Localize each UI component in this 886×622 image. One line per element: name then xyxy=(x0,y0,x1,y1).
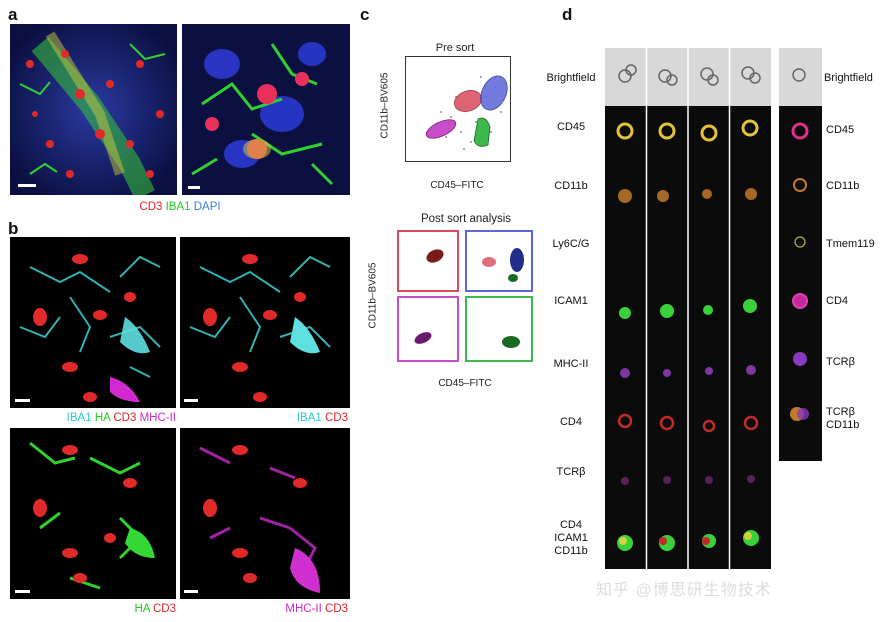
panel-b-legend-bottom-left: HA CD3 xyxy=(10,603,176,615)
pre-sort-plot xyxy=(405,56,511,162)
row-label-icam1: ICAM1 xyxy=(554,295,588,307)
row-label-ly6cg: Ly6C/G xyxy=(552,238,590,250)
panel-b-image-ha-cd3 xyxy=(10,428,176,599)
pre-sort-xlabel: CD45–FITC xyxy=(430,180,484,191)
right-row-label-tcrb: TCRβ xyxy=(826,356,855,368)
legend-iba1: IBA1 xyxy=(165,201,191,213)
legend-cd3: CD3 xyxy=(113,412,137,424)
right-row-label-tmem119: Tmem119 xyxy=(826,238,875,250)
pre-sort-title: Pre sort xyxy=(435,42,475,54)
legend-ha: HA xyxy=(94,412,111,424)
scale-bar xyxy=(184,590,198,593)
right-row-label-brightfield: Brightfield xyxy=(824,72,873,84)
right-row-label-cd4: CD4 xyxy=(826,295,849,307)
scale-bar xyxy=(188,186,200,189)
post-sort-plots xyxy=(397,230,533,362)
row-label-tcrb: TCRβ xyxy=(556,466,586,478)
panel-b-image-mhcii-cd3 xyxy=(180,428,350,599)
panel-b-image-iba1-ha-cd3-mhcii xyxy=(10,237,176,408)
legend-cd3: CD3 xyxy=(324,603,348,615)
imaging-grid-left xyxy=(605,48,771,569)
legend-mhcii: MHC-II xyxy=(139,412,176,424)
legend-dapi: DAPI xyxy=(193,201,221,213)
gate-red xyxy=(397,230,459,292)
row-label-mhcii: MHC-II xyxy=(553,358,589,370)
panel-c-letter: c xyxy=(360,5,370,24)
brightfield-strip xyxy=(779,48,822,106)
scale-bar xyxy=(15,590,30,593)
imaging-strip-right xyxy=(779,48,822,461)
gate-green xyxy=(465,296,533,362)
pre-sort-ylabel: CD11b–BV605 xyxy=(379,72,391,139)
legend-ha: HA xyxy=(134,603,150,615)
gate-magenta xyxy=(397,296,459,362)
right-row-label-cd45: CD45 xyxy=(826,124,855,136)
right-row-label-cd11b: CD11b xyxy=(826,180,860,192)
legend-iba1: IBA1 xyxy=(66,412,92,424)
panel-b-letter: b xyxy=(8,219,19,238)
legend-mhcii: MHC-II xyxy=(285,603,322,615)
gate-blue xyxy=(465,230,533,292)
panel-a-image-overview xyxy=(10,24,177,195)
panel-a-letter: a xyxy=(8,5,18,24)
panel-b-legend-top-left: IBA1 HA CD3 MHC-II xyxy=(10,412,176,424)
panel-d-letter: d xyxy=(562,5,573,24)
scale-bar xyxy=(184,399,198,402)
legend-cd3: CD3 xyxy=(324,412,348,424)
post-sort-xlabel: CD45–FITC xyxy=(438,378,492,389)
panel-a-legend: CD3 IBA1 DAPI xyxy=(0,201,360,213)
post-sort-ylabel: CD11b–BV605 xyxy=(367,262,379,329)
panel-b-image-iba1-cd3 xyxy=(180,237,350,408)
watermark: 知乎 @博思研生物技术 xyxy=(596,582,772,599)
legend-cd3: CD3 xyxy=(139,201,163,213)
panel-b-legend-top-right: IBA1 CD3 xyxy=(180,412,348,424)
row-label-brightfield: Brightfield xyxy=(546,72,596,84)
scale-bar xyxy=(18,184,36,187)
legend-cd3: CD3 xyxy=(152,603,176,615)
row-label-cd4: CD4 xyxy=(559,416,582,428)
row-label-cd4-icam1-cd11b: CD4 ICAM1 CD11b xyxy=(554,519,588,557)
row-label-cd11b: CD11b xyxy=(554,180,588,192)
panel-b-legend-bottom-right: MHC-II CD3 xyxy=(180,603,348,615)
legend-iba1: IBA1 xyxy=(296,412,322,424)
panel-a-image-zoom xyxy=(182,24,350,195)
right-row-label-tcrb-cd11b: TCRβ CD11b xyxy=(826,406,860,431)
post-sort-title: Post sort analysis xyxy=(420,213,512,225)
scale-bar xyxy=(15,399,30,402)
row-label-cd45: CD45 xyxy=(556,121,586,133)
